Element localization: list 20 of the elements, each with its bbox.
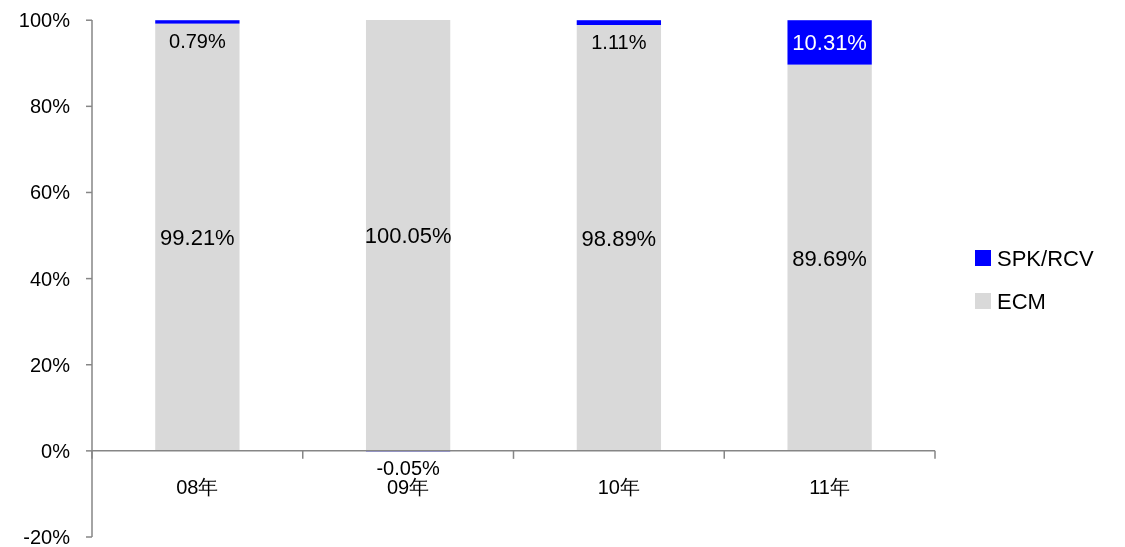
data-label: 89.69% [792, 245, 867, 271]
legend-label: ECM [997, 289, 1046, 314]
legend-label: SPK/RCV [997, 246, 1094, 271]
y-tick-label: 40% [29, 267, 71, 290]
y-tick-label: 60% [29, 181, 71, 204]
y-tick-label: 100% [18, 9, 71, 32]
x-tick-label: 09年 [387, 475, 430, 498]
y-tick-label: 80% [29, 95, 71, 118]
x-tick-label: 11年 [809, 475, 851, 498]
data-label: 100.05% [364, 223, 452, 249]
data-label: 98.89% [581, 225, 657, 251]
y-tick-label: 0% [41, 439, 71, 462]
x-tick-label: 10年 [597, 475, 640, 498]
y-tick-label: -20% [23, 526, 71, 547]
x-tick-label: 08年 [176, 475, 219, 498]
data-label: 10.31% [792, 30, 867, 56]
data-label: 1.11% [591, 31, 647, 53]
data-label: 99.21% [160, 225, 235, 251]
data-label: 0.79% [169, 29, 226, 52]
y-tick-label: 20% [29, 353, 71, 376]
